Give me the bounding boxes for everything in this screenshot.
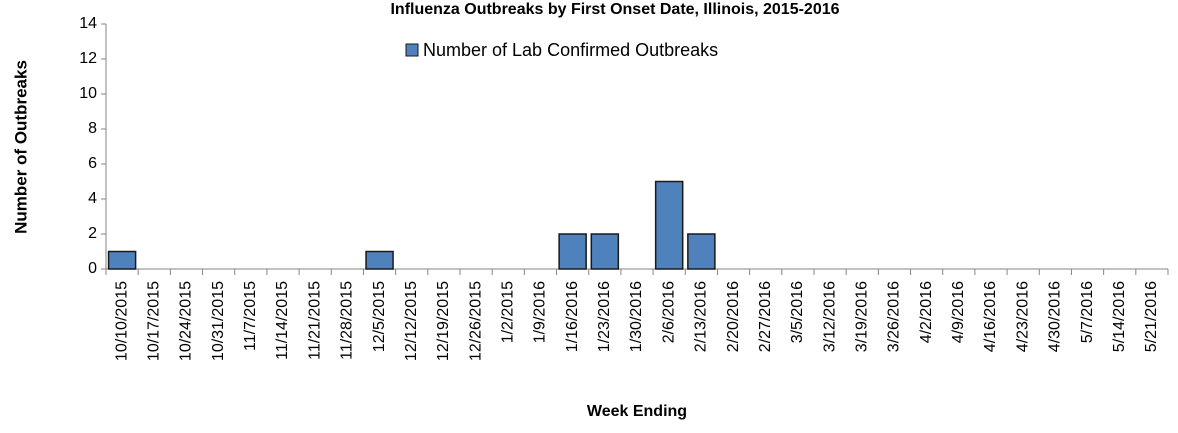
x-tick-label: 4/30/2016: [1047, 281, 1064, 352]
chart-title: Influenza Outbreaks by First Onset Date,…: [390, 1, 839, 18]
bar: [558, 233, 587, 270]
x-tick-label: 12/5/2015: [371, 281, 388, 352]
y-tick-label: 0: [88, 260, 97, 277]
x-tick-label: 10/24/2015: [178, 281, 195, 361]
x-tick-label: 10/10/2015: [113, 281, 130, 361]
x-tick-label: 5/7/2016: [1079, 281, 1096, 343]
x-tick-label: 11/21/2015: [306, 281, 323, 360]
y-tick-label: 12: [79, 50, 97, 67]
x-tick-label: 4/9/2016: [950, 281, 967, 343]
bar: [590, 233, 620, 270]
x-tick-label: 2/13/2016: [693, 281, 710, 352]
x-tick-label: 2/20/2016: [725, 281, 742, 352]
x-tick-label: 11/28/2015: [339, 281, 356, 360]
x-tick-label: 12/26/2015: [467, 281, 484, 361]
x-tick-label: 5/21/2016: [1143, 281, 1160, 352]
y-tick-label: 10: [79, 85, 97, 102]
x-tick-label: 3/19/2016: [853, 281, 870, 352]
y-axis-title: Number of Outbreaks: [11, 60, 30, 234]
x-axis-title: Week Ending: [587, 403, 687, 420]
x-tick-label: 4/2/2016: [918, 281, 935, 343]
x-tick-label: 3/5/2016: [789, 281, 806, 343]
bar: [365, 250, 394, 270]
x-tick-label: 12/19/2015: [435, 281, 452, 361]
x-tick-label: 1/2/2015: [499, 281, 516, 343]
y-tick-label: 4: [88, 190, 97, 207]
x-tick-label: 10/17/2015: [145, 281, 162, 361]
x-tick-label: 4/16/2016: [982, 281, 999, 352]
y-tick-label: 2: [88, 225, 97, 242]
x-tick-label: 12/12/2015: [403, 281, 420, 361]
x-tick-label: 5/14/2016: [1111, 281, 1128, 352]
x-tick-label: 1/9/2016: [532, 281, 549, 343]
x-tick-label: 2/6/2016: [660, 281, 677, 343]
x-tick-label: 3/12/2016: [821, 281, 838, 352]
y-tick-label: 6: [88, 155, 97, 172]
x-tick-label: 4/23/2016: [1014, 281, 1031, 352]
y-tick-label: 14: [79, 15, 97, 32]
x-tick-label: 10/31/2015: [210, 281, 227, 361]
bar: [107, 250, 137, 270]
x-tick-label: 1/23/2016: [596, 281, 613, 352]
x-tick-label: 2/27/2016: [757, 281, 774, 352]
y-tick-label: 8: [88, 120, 97, 137]
legend-label: Number of Lab Confirmed Outbreaks: [423, 40, 718, 60]
bar: [687, 233, 716, 270]
bar: [654, 180, 684, 270]
x-tick-label: 11/7/2015: [242, 281, 259, 351]
x-tick-label: 1/30/2016: [628, 281, 645, 352]
x-tick-label: 1/16/2016: [564, 281, 581, 352]
legend-swatch: [405, 43, 419, 57]
x-tick-label: 3/26/2016: [886, 281, 903, 352]
x-tick-label: 11/14/2015: [274, 281, 291, 360]
